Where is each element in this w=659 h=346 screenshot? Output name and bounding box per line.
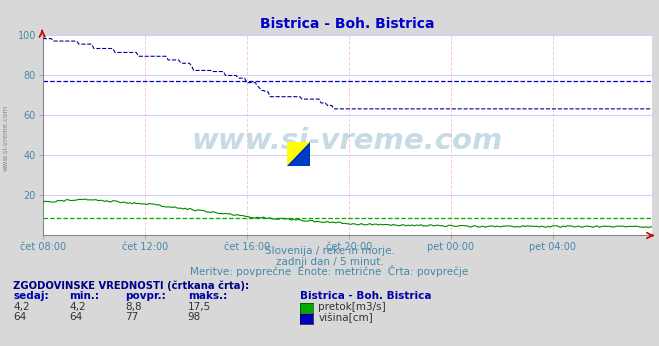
Text: 4,2: 4,2 (69, 302, 86, 312)
Text: 64: 64 (13, 312, 26, 322)
Text: maks.:: maks.: (188, 291, 227, 301)
Text: 64: 64 (69, 312, 82, 322)
Polygon shape (287, 142, 310, 166)
Text: www.si-vreme.com: www.si-vreme.com (2, 105, 9, 172)
Text: Slovenija / reke in morje.: Slovenija / reke in morje. (264, 246, 395, 256)
Text: Meritve: povprečne  Enote: metrične  Črta: povprečje: Meritve: povprečne Enote: metrične Črta:… (190, 265, 469, 277)
Text: www.si-vreme.com: www.si-vreme.com (192, 127, 503, 155)
Text: Bistrica - Boh. Bistrica: Bistrica - Boh. Bistrica (300, 291, 432, 301)
Polygon shape (287, 142, 310, 166)
Text: 17,5: 17,5 (188, 302, 211, 312)
Polygon shape (287, 142, 310, 166)
Text: zadnji dan / 5 minut.: zadnji dan / 5 minut. (275, 257, 384, 267)
Text: sedaj:: sedaj: (13, 291, 49, 301)
Text: ZGODOVINSKE VREDNOSTI (črtkana črta):: ZGODOVINSKE VREDNOSTI (črtkana črta): (13, 280, 249, 291)
Text: 98: 98 (188, 312, 201, 322)
Text: 4,2: 4,2 (13, 302, 30, 312)
Text: 77: 77 (125, 312, 138, 322)
Text: 8,8: 8,8 (125, 302, 142, 312)
Text: pretok[m3/s]: pretok[m3/s] (318, 302, 386, 312)
Title: Bistrica - Boh. Bistrica: Bistrica - Boh. Bistrica (260, 17, 435, 31)
Text: min.:: min.: (69, 291, 100, 301)
Text: višina[cm]: višina[cm] (318, 312, 373, 323)
Text: povpr.:: povpr.: (125, 291, 166, 301)
